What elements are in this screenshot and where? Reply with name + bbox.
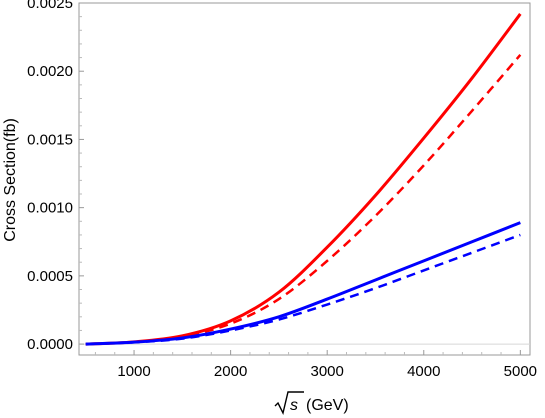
y-tick-label: 0.0015: [27, 131, 73, 148]
x-axis-label: s (GeV): [274, 391, 349, 416]
series-line-4: [85, 233, 521, 346]
x-axis-label-unit: (GeV): [306, 397, 349, 414]
sqrt-symbol-icon: [274, 391, 304, 416]
series-lines: [85, 13, 522, 346]
y-axis-label: Cross Section(fb): [2, 118, 19, 242]
x-tick-label: 2000: [214, 363, 247, 380]
x-tick-label: 3000: [311, 363, 344, 380]
x-tick-label: 1000: [117, 363, 150, 380]
y-tick-label: 0.0005: [27, 268, 73, 285]
series-line-1: [85, 13, 522, 346]
series-line-3: [85, 221, 521, 346]
y-tick-label: 0.0025: [27, 0, 73, 12]
plot-frame: [78, 2, 531, 356]
y-tick-label: 0.0020: [27, 63, 73, 80]
x-axis-label-radicand: s: [290, 397, 298, 414]
x-tick-label: 5000: [504, 363, 537, 380]
y-tick-label: 0.0010: [27, 200, 73, 217]
y-tick-label: 0.0000: [27, 336, 73, 353]
y-axis-ticks: 0.0000 0.0005 0.0010 0.0015 0.0020 0.0025: [27, 0, 84, 353]
x-tick-label: 4000: [407, 363, 440, 380]
x-axis-ticks: 1000 2000 3000 4000 5000: [94, 350, 537, 380]
